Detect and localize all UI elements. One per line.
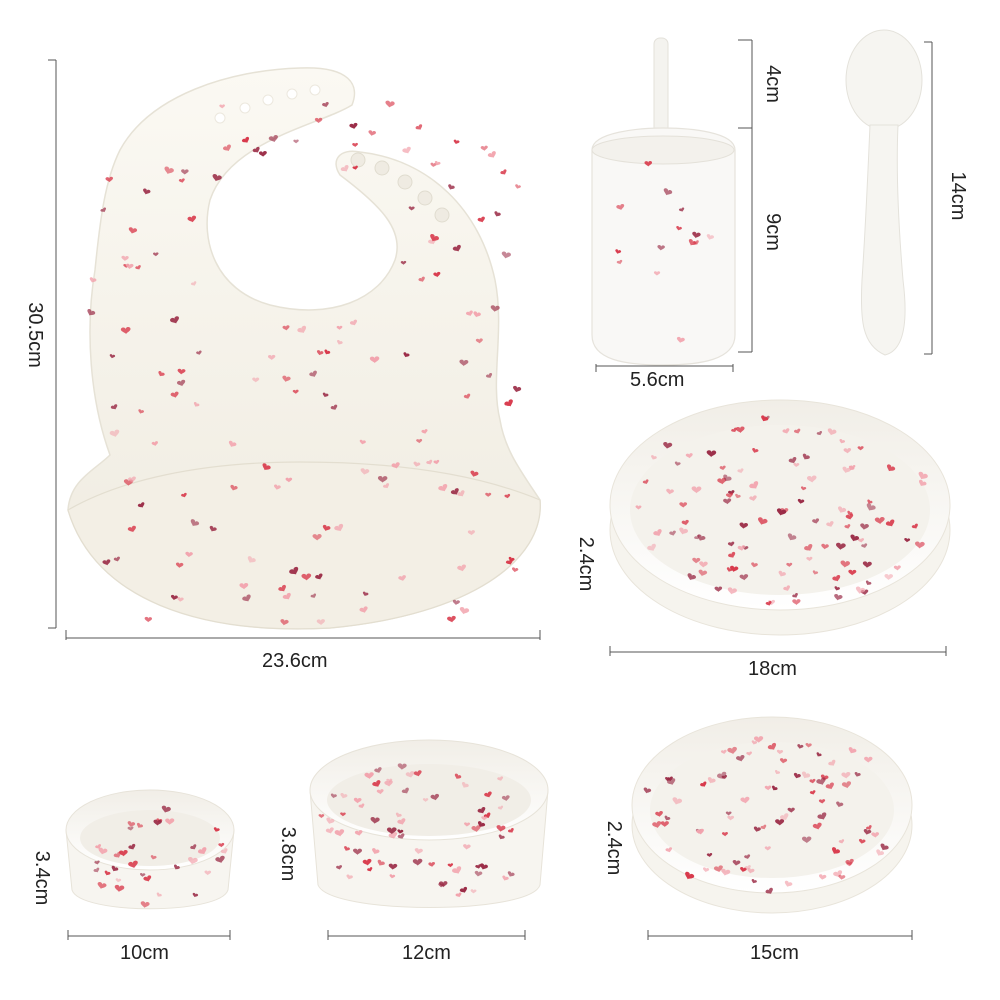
dimension-lines — [48, 39, 947, 940]
plate-large-height-label: 2.4cm — [575, 536, 597, 592]
bowl-medium-width-line — [327, 930, 526, 940]
bib-height-line — [48, 59, 57, 629]
heart-confetti-pattern — [87, 100, 928, 908]
bib-height-label: 30.5cm — [24, 302, 46, 368]
plate-large-diameter-label: 18cm — [748, 658, 797, 680]
bowl-medium — [309, 739, 549, 908]
cup-width-line — [595, 364, 734, 372]
bowl-small-width-line — [67, 930, 231, 940]
spoon-length-line — [924, 41, 933, 355]
cup-diameter-label: 5.6cm — [630, 369, 685, 391]
cup-body-label: 9cm — [762, 213, 784, 251]
bib-width-line — [65, 630, 541, 640]
cup-body-line — [738, 128, 753, 353]
spoon-length-label: 14cm — [947, 171, 969, 221]
bib-pocket — [67, 461, 541, 630]
bowl-small-diameter-label: 10cm — [120, 942, 169, 964]
plate-medium — [631, 716, 913, 914]
bowl-small — [65, 789, 235, 910]
plate-large-width-line — [609, 646, 947, 656]
plate-medium-diameter-label: 15cm — [750, 942, 799, 964]
cup-straw-line — [738, 39, 753, 129]
sippy-cup — [591, 37, 736, 366]
plate-medium-height-label: 2.4cm — [603, 820, 625, 876]
bowl-medium-diameter-label: 12cm — [402, 942, 451, 964]
bib — [67, 67, 541, 630]
plate-medium-width-line — [647, 930, 913, 940]
bib-strap-holes — [214, 84, 321, 124]
bowl-small-height-label: 3.4cm — [31, 850, 53, 906]
bib-width-label: 23.6cm — [262, 650, 328, 672]
cup-straw-label: 4cm — [762, 65, 784, 103]
bowl-medium-height-label: 3.8cm — [277, 826, 299, 882]
spoon — [845, 29, 923, 356]
plate-large — [609, 399, 951, 636]
bib-snap-buttons — [350, 152, 450, 223]
spoon-handle — [860, 124, 906, 356]
spoon-head — [845, 29, 923, 131]
